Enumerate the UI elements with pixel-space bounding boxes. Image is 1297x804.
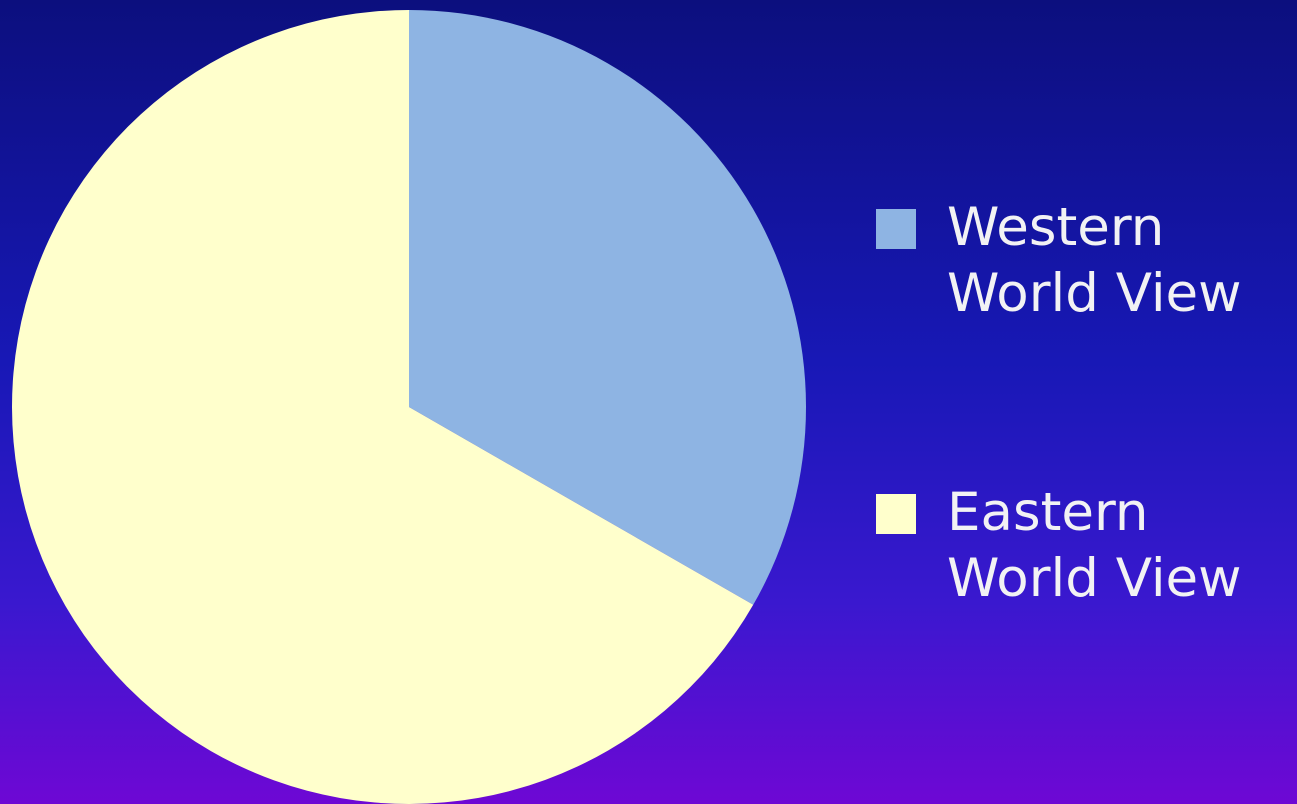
legend-item-western: Western World View: [876, 195, 1296, 345]
pie-slice-eastern: [12, 10, 754, 804]
pie-slice-western: [409, 10, 806, 605]
legend-label-western: Western World View: [947, 197, 1242, 324]
chart-legend: Western World View Eastern World View: [876, 195, 1296, 630]
pie-chart: [12, 10, 806, 804]
legend-swatch-western: [876, 209, 916, 249]
legend-swatch-eastern: [876, 494, 916, 534]
legend-item-eastern: Eastern World View: [876, 480, 1296, 630]
legend-label-eastern: Eastern World View: [947, 482, 1242, 609]
